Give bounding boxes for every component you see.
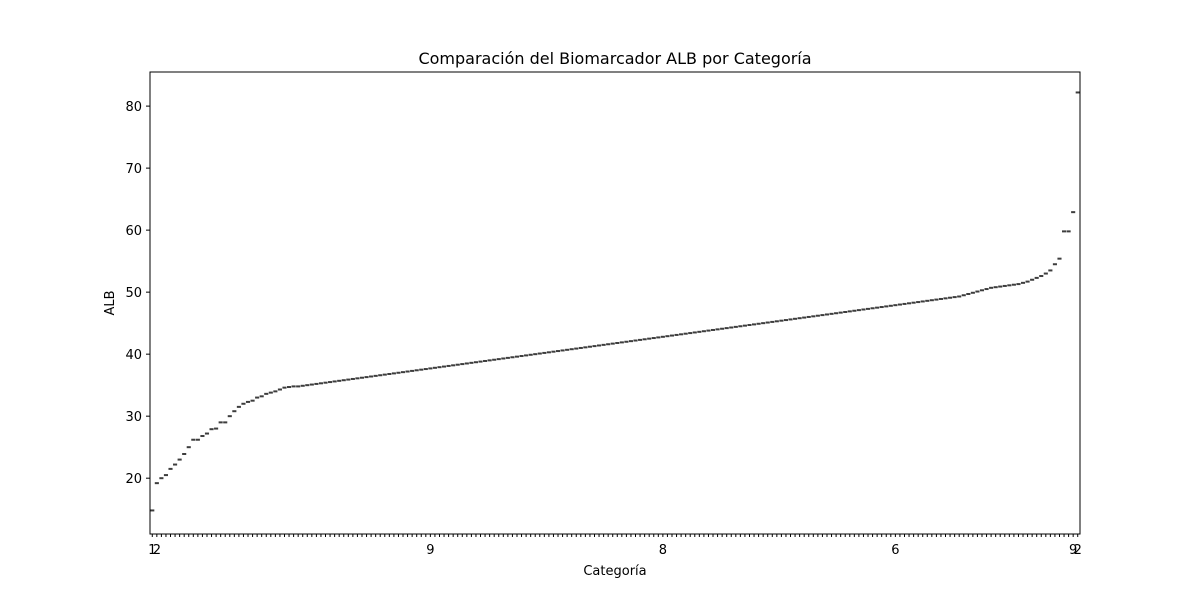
x-axis: 12 9 8 6 92 — [148, 534, 1082, 558]
x-tick-label: 2 — [153, 543, 161, 558]
y-tick-label: 50 — [125, 286, 142, 301]
y-tick-label: 80 — [125, 100, 142, 115]
y-axis-label: ALB — [103, 290, 118, 315]
y-axis: 20 30 40 50 60 70 80 — [125, 100, 150, 487]
y-tick-label: 40 — [125, 348, 142, 363]
x-tick-label: 8 — [659, 543, 667, 558]
x-tick-label: 9 — [426, 543, 434, 558]
y-tick-label: 60 — [125, 224, 142, 239]
chart-title: Comparación del Biomarcador ALB por Cate… — [418, 49, 811, 68]
y-tick-label: 20 — [125, 472, 142, 487]
x-tick-label: 2 — [1074, 543, 1082, 558]
x-tick-label: 9 — [1069, 543, 1077, 558]
y-tick-label: 70 — [125, 162, 142, 177]
x-tick-label: 1 — [148, 543, 156, 558]
x-axis-label: Categoría — [583, 564, 646, 579]
y-tick-label: 30 — [125, 410, 142, 425]
plot-frame — [149, 71, 1081, 535]
box-marks — [150, 91, 1080, 512]
x-tick-label: 6 — [891, 543, 899, 558]
